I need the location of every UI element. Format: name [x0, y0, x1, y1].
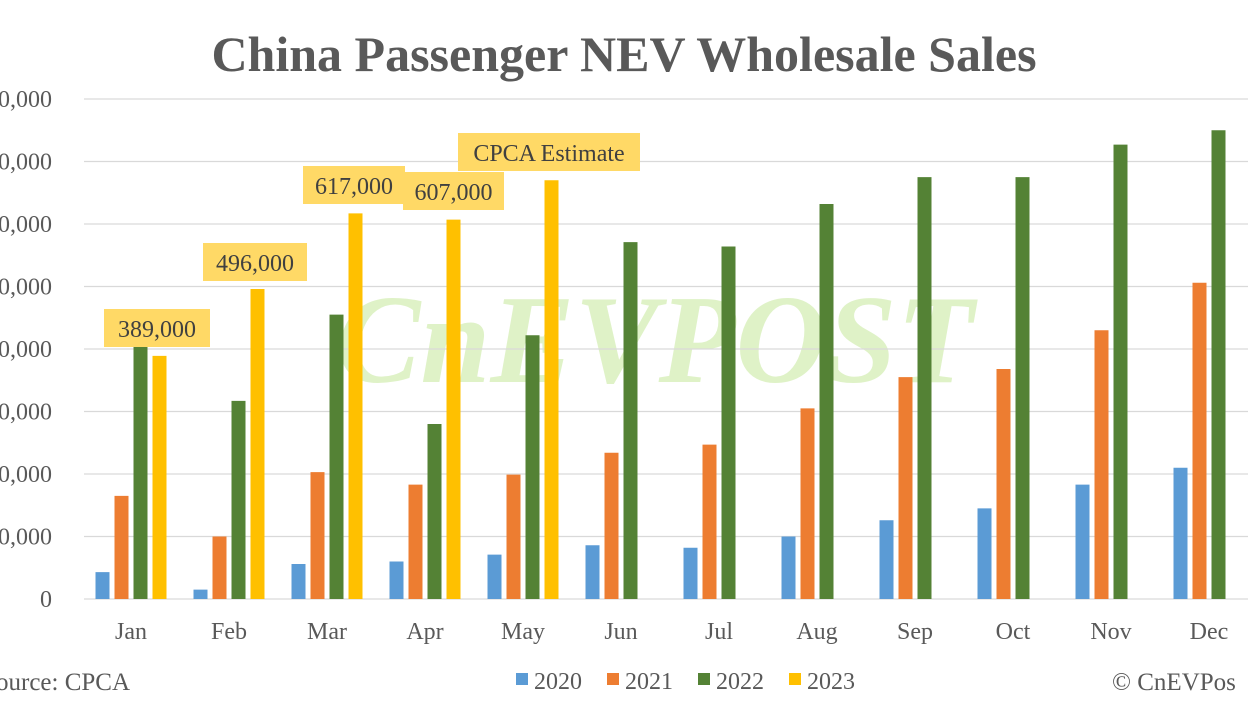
- y-tick-label: 0,000: [0, 462, 52, 488]
- y-tick-label: 0,000: [0, 212, 52, 238]
- y-tick-label: 0,000: [0, 525, 52, 551]
- data-label-feb: 496,000: [203, 243, 307, 281]
- y-tick-label: 0: [40, 587, 52, 613]
- bar-2021-aug: [800, 408, 815, 599]
- bar-2020-mar: [291, 564, 306, 599]
- data-label-may: CPCA Estimate: [458, 133, 640, 171]
- bar-2022-mar: [329, 314, 344, 599]
- bars: [95, 130, 1226, 599]
- data-label-apr: 607,000: [403, 172, 504, 210]
- data-label-box: [458, 133, 640, 171]
- legend-label-2022: 2022: [716, 669, 764, 695]
- bar-2021-dec: [1192, 282, 1207, 599]
- x-tick-label: Oct: [996, 619, 1031, 645]
- bar-2022-jul: [721, 246, 736, 599]
- legend-label-2020: 2020: [534, 669, 582, 695]
- data-label-jan: 389,000: [104, 309, 210, 347]
- bar-2023-may: [544, 180, 559, 599]
- x-tick-label: Dec: [1190, 619, 1229, 645]
- y-tick-label: 0,000: [0, 275, 52, 301]
- copyright-note: © CnEVPos: [1112, 669, 1236, 696]
- legend-label-2021: 2021: [625, 669, 673, 695]
- bar-2020-apr: [389, 561, 404, 599]
- data-label-text: CPCA Estimate: [473, 141, 624, 167]
- x-tick-label: Mar: [307, 619, 347, 645]
- bar-2022-dec: [1211, 130, 1226, 599]
- data-label-mar: 617,000: [303, 166, 405, 204]
- x-tick-label: Sep: [897, 619, 933, 645]
- y-tick-label: 0,000: [0, 150, 52, 176]
- bar-2022-may: [525, 335, 540, 599]
- legend-swatch-2023: [789, 673, 801, 685]
- bar-2021-jun: [604, 452, 619, 599]
- bar-2021-apr: [408, 484, 423, 599]
- bar-2021-jan: [114, 495, 129, 599]
- y-axis-ticks: 0 0,000 0,000 0,000 0,000 0,000 0,000 0,000 0,00…: [0, 87, 52, 613]
- data-label-box: [104, 309, 210, 347]
- bar-2020-sep: [879, 520, 894, 599]
- bar-2023-feb: [250, 289, 265, 599]
- bar-2020-dec: [1173, 467, 1188, 599]
- source-note: ource: CPCA: [0, 669, 130, 696]
- data-label-text: 389,000: [118, 317, 196, 343]
- watermark-logo: CnEVPOST: [336, 271, 978, 410]
- x-tick-label: Aug: [796, 619, 837, 645]
- x-tick-label: Nov: [1090, 619, 1131, 645]
- bar-2021-oct: [996, 369, 1011, 599]
- bar-2022-apr: [427, 424, 442, 599]
- bar-2022-jan: [133, 345, 148, 599]
- bar-2021-nov: [1094, 330, 1109, 599]
- legend-label-2023: 2023: [807, 669, 855, 695]
- bar-2021-may: [506, 474, 521, 599]
- bar-2022-feb: [231, 400, 246, 599]
- bar-2020-nov: [1075, 484, 1090, 599]
- annotations: 389,000 496,000 617,000 607,000 CPCA Estimat…: [104, 133, 640, 347]
- y-tick-label: 0,000: [0, 400, 52, 426]
- bar-2020-jan: [95, 572, 110, 599]
- bar-2021-jul: [702, 444, 717, 599]
- data-label-text: 496,000: [216, 251, 294, 277]
- bar-2020-jul: [683, 547, 698, 599]
- gridlines: [84, 98, 1248, 600]
- x-tick-label: Jan: [115, 619, 147, 645]
- chart-title: China Passenger NEV Wholesale Sales: [211, 26, 1036, 82]
- legend: 2020 2021 2022 2023: [516, 669, 855, 695]
- data-label-box: [303, 166, 405, 204]
- legend-swatch-2022: [698, 673, 710, 685]
- bar-2022-sep: [917, 177, 932, 599]
- legend-swatch-2020: [516, 673, 528, 685]
- x-axis-ticks: Jan Feb Mar Apr May Jun Jul Aug Sep Oct Nov Dec: [115, 619, 1228, 645]
- bar-2020-oct: [977, 508, 992, 599]
- bar-2023-mar: [348, 213, 363, 599]
- bar-2023-apr: [446, 219, 461, 599]
- bar-2020-may: [487, 554, 502, 599]
- bar-2023-jan: [152, 355, 167, 599]
- bar-2022-jun: [623, 242, 638, 599]
- data-label-box: [203, 243, 307, 281]
- legend-swatch-2021: [607, 673, 619, 685]
- x-tick-label: Apr: [406, 619, 443, 645]
- bar-2022-aug: [819, 204, 834, 599]
- y-tick-label: 0,000: [0, 87, 52, 113]
- x-tick-label: Jun: [604, 619, 637, 645]
- bar-2020-feb: [193, 589, 208, 599]
- data-label-box: [403, 172, 504, 210]
- bar-2022-oct: [1015, 177, 1030, 599]
- x-tick-label: May: [501, 619, 545, 645]
- bar-2020-aug: [781, 536, 796, 599]
- bar-2020-jun: [585, 545, 600, 599]
- x-tick-label: Feb: [211, 619, 247, 645]
- bar-2021-feb: [212, 536, 227, 599]
- bar-2021-mar: [310, 472, 325, 599]
- x-tick-label: Jul: [705, 619, 733, 645]
- y-tick-label: 0,000: [0, 337, 52, 363]
- bar-2022-nov: [1113, 144, 1128, 599]
- data-label-text: 617,000: [315, 174, 393, 200]
- bar-2021-sep: [898, 377, 913, 599]
- data-label-text: 607,000: [415, 180, 493, 206]
